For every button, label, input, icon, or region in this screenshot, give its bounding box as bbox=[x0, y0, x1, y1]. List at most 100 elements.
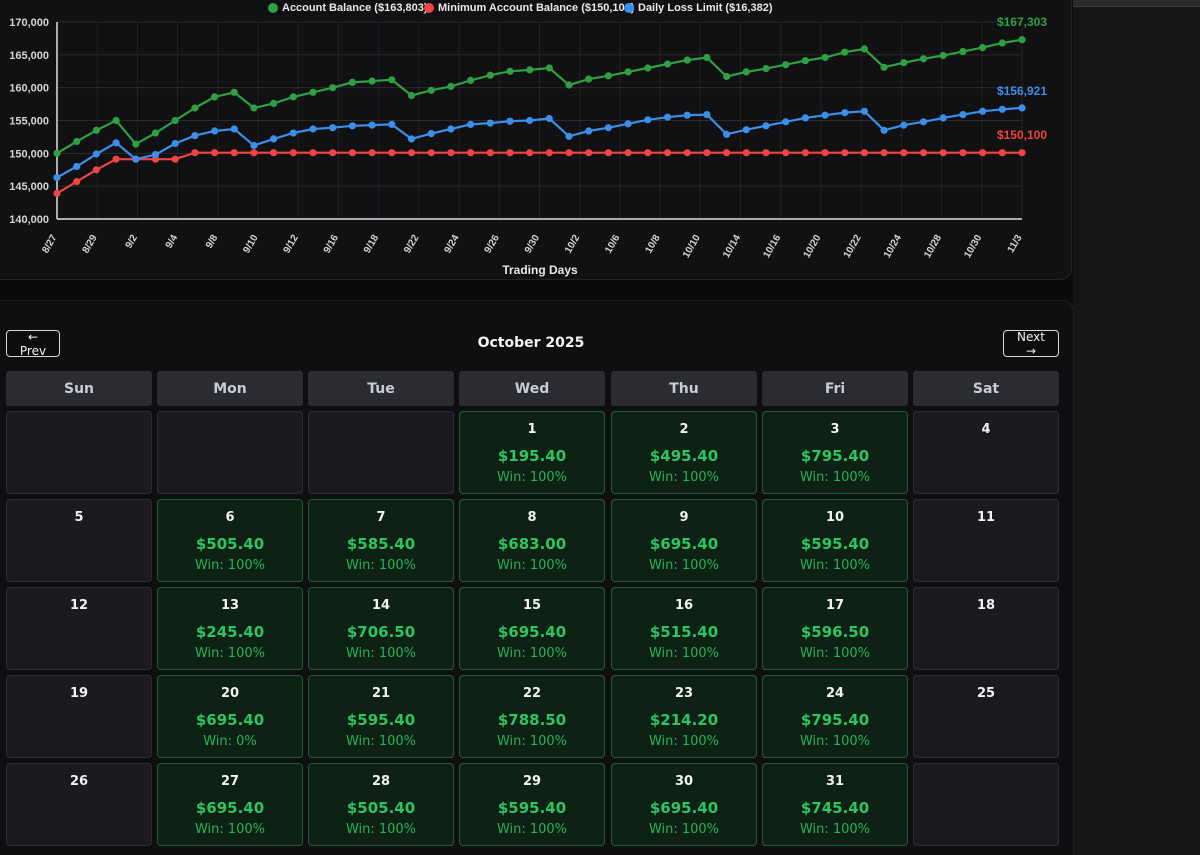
data-point bbox=[663, 60, 672, 68]
calendar-day-trade[interactable]: 16 $515.40 Win: 100% bbox=[611, 587, 757, 670]
x-tick-label: 9/16 bbox=[322, 233, 341, 256]
data-point bbox=[841, 149, 849, 157]
data-point bbox=[368, 121, 376, 129]
calendar-day-trade[interactable]: 1 $195.40 Win: 100% bbox=[459, 411, 605, 494]
data-point bbox=[447, 125, 455, 133]
data-point bbox=[447, 82, 455, 90]
calendar-day[interactable]: 11 bbox=[913, 499, 1059, 582]
x-tick-label: 8/29 bbox=[81, 233, 100, 256]
data-point bbox=[880, 149, 888, 157]
day-number: 26 bbox=[69, 774, 89, 789]
calendar-day-trade[interactable]: 20 $695.40 Win: 0% bbox=[157, 675, 303, 758]
data-point bbox=[1018, 104, 1026, 112]
calendar-day-trade[interactable]: 30 $695.40 Win: 100% bbox=[611, 763, 757, 846]
calendar-day-trade[interactable]: 27 $695.40 Win: 100% bbox=[157, 763, 303, 846]
data-point bbox=[270, 99, 278, 107]
data-point bbox=[171, 155, 179, 163]
day-pnl-amount: $695.40 bbox=[195, 711, 265, 729]
data-point bbox=[447, 149, 455, 157]
data-point bbox=[939, 114, 947, 122]
calendar-day-trade[interactable]: 9 $695.40 Win: 100% bbox=[611, 499, 757, 582]
data-point bbox=[250, 141, 258, 150]
data-point bbox=[604, 72, 613, 80]
calendar-day-trade[interactable]: 22 $788.50 Win: 100% bbox=[459, 675, 605, 758]
data-point bbox=[998, 39, 1006, 47]
data-point bbox=[998, 105, 1006, 113]
data-point bbox=[979, 107, 987, 115]
data-point bbox=[230, 88, 238, 96]
x-tick-label: 9/30 bbox=[523, 233, 542, 256]
calendar-day-trade[interactable]: 10 $595.40 Win: 100% bbox=[762, 499, 908, 582]
data-point bbox=[683, 111, 691, 119]
data-point bbox=[624, 120, 632, 128]
data-point bbox=[151, 151, 160, 159]
data-point bbox=[348, 149, 356, 157]
data-point bbox=[782, 149, 790, 157]
calendar-day-trade[interactable]: 8 $683.00 Win: 100% bbox=[459, 499, 605, 582]
prev-month-button[interactable]: ← Prev bbox=[6, 330, 60, 358]
calendar-day-trade[interactable]: 7 $585.40 Win: 100% bbox=[308, 499, 454, 582]
calendar-day-trade[interactable]: 15 $695.40 Win: 100% bbox=[459, 587, 605, 670]
day-number: 25 bbox=[976, 686, 996, 701]
data-point bbox=[53, 174, 61, 182]
day-pnl-amount: $745.40 bbox=[800, 799, 870, 817]
data-point bbox=[388, 76, 396, 84]
day-number: 6 bbox=[225, 510, 235, 525]
data-point bbox=[486, 119, 494, 127]
data-point bbox=[801, 57, 810, 65]
day-number: 5 bbox=[74, 510, 84, 525]
calendar-day[interactable]: 25 bbox=[913, 675, 1059, 758]
data-point bbox=[407, 149, 416, 157]
calendar-day-trade[interactable]: 24 $795.40 Win: 100% bbox=[762, 675, 908, 758]
x-tick-label: 9/26 bbox=[483, 233, 502, 256]
day-win-rate: Win: 100% bbox=[345, 558, 417, 573]
calendar-day[interactable]: 26 bbox=[6, 763, 152, 846]
data-point bbox=[585, 149, 593, 157]
calendar-day-trade[interactable]: 14 $706.50 Win: 100% bbox=[308, 587, 454, 670]
calendar-day-trade[interactable]: 2 $495.40 Win: 100% bbox=[611, 411, 757, 494]
day-pnl-amount: $695.40 bbox=[497, 623, 567, 641]
day-win-rate: Win: 100% bbox=[799, 734, 871, 749]
calendar-day-trade[interactable]: 29 $595.40 Win: 100% bbox=[459, 763, 605, 846]
calendar-day-trade[interactable]: 21 $595.40 Win: 100% bbox=[308, 675, 454, 758]
calendar-day[interactable]: 4 bbox=[913, 411, 1059, 494]
calendar-day-trade[interactable]: 28 $505.40 Win: 100% bbox=[308, 763, 454, 846]
data-point bbox=[821, 149, 829, 157]
day-win-rate: Win: 100% bbox=[648, 646, 720, 661]
data-point bbox=[348, 122, 356, 130]
next-month-button[interactable]: Next → bbox=[1003, 330, 1059, 358]
data-point bbox=[348, 78, 356, 86]
data-point bbox=[92, 150, 100, 158]
data-point bbox=[92, 166, 100, 174]
calendar-day[interactable]: 19 bbox=[6, 675, 152, 758]
data-point bbox=[526, 116, 534, 125]
data-point bbox=[427, 149, 435, 157]
day-pnl-amount: $195.40 bbox=[497, 447, 567, 465]
data-point bbox=[171, 116, 179, 125]
calendar-day-trade[interactable]: 3 $795.40 Win: 100% bbox=[762, 411, 908, 494]
data-point bbox=[211, 93, 219, 101]
data-point bbox=[1018, 149, 1026, 157]
data-point bbox=[368, 149, 376, 157]
data-point bbox=[230, 125, 238, 133]
day-win-rate: Win: 100% bbox=[496, 558, 568, 573]
calendar-day[interactable]: 12 bbox=[6, 587, 152, 670]
day-win-rate: Win: 100% bbox=[496, 646, 568, 661]
calendar-day[interactable]: 18 bbox=[913, 587, 1059, 670]
weekday-header-wed: Wed bbox=[459, 371, 605, 406]
data-point bbox=[762, 122, 770, 130]
x-tick-label: 9/8 bbox=[204, 233, 221, 251]
calendar-day-trade[interactable]: 17 $596.50 Win: 100% bbox=[762, 587, 908, 670]
calendar-day-trade[interactable]: 6 $505.40 Win: 100% bbox=[157, 499, 303, 582]
day-pnl-amount: $495.40 bbox=[649, 447, 719, 465]
data-point bbox=[939, 149, 947, 157]
calendar-day bbox=[6, 411, 152, 494]
calendar-day[interactable]: 5 bbox=[6, 499, 152, 582]
calendar-day-trade[interactable]: 23 $214.20 Win: 100% bbox=[611, 675, 757, 758]
calendar-day-trade[interactable]: 13 $245.40 Win: 100% bbox=[157, 587, 303, 670]
day-win-rate: Win: 100% bbox=[648, 822, 720, 837]
data-point bbox=[959, 48, 967, 56]
day-pnl-amount: $595.40 bbox=[346, 711, 416, 729]
day-number: 31 bbox=[825, 774, 845, 789]
calendar-day-trade[interactable]: 31 $745.40 Win: 100% bbox=[762, 763, 908, 846]
